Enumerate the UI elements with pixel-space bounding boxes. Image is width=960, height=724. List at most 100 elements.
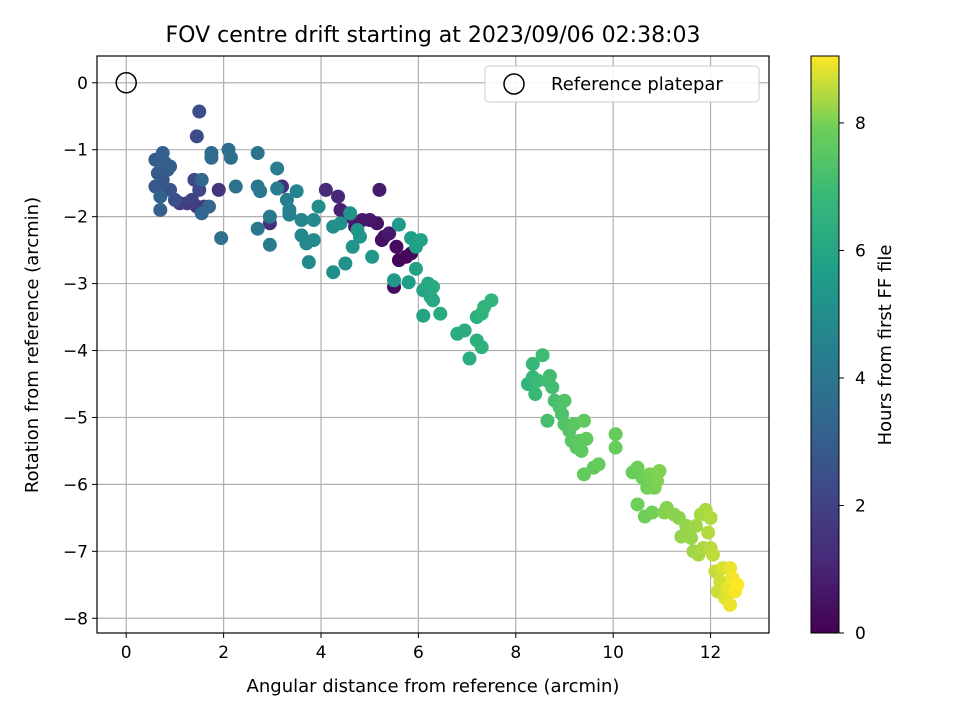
colorbar-tick-label: 4: [855, 369, 866, 389]
legend-entry-reference: Reference platepar: [551, 74, 723, 95]
data-point: [652, 464, 667, 479]
data-point: [211, 182, 226, 197]
data-point: [270, 161, 285, 176]
data-point: [426, 293, 440, 308]
colorbar-gradient: [810, 55, 840, 634]
data-point: [163, 159, 178, 174]
y-tick-label: −1: [63, 141, 88, 161]
data-point: [701, 525, 716, 540]
data-point: [706, 547, 720, 562]
data-point: [214, 231, 229, 246]
data-point: [462, 351, 477, 366]
data-point: [372, 182, 387, 197]
data-point: [540, 413, 555, 428]
legend-marker-reference: [503, 73, 525, 95]
data-point: [591, 457, 606, 472]
data-point: [723, 597, 738, 612]
data-point: [301, 255, 316, 270]
data-point: [352, 229, 367, 244]
data-point: [545, 380, 560, 395]
data-point: [645, 505, 660, 520]
data-point: [401, 275, 416, 290]
data-point: [391, 253, 406, 268]
x-tick-label: 2: [218, 643, 229, 663]
data-point: [557, 393, 572, 408]
colorbar: 0 2 4 6 8 Hours from first FF file: [810, 55, 896, 644]
data-point: [542, 368, 557, 383]
data-point: [153, 202, 168, 217]
colorbar-tick-label: 6: [855, 241, 866, 261]
colorbar-tick-label: 0: [855, 624, 866, 644]
data-point: [228, 179, 243, 194]
data-point: [270, 181, 285, 196]
colorbar-label: Hours from first FF file: [875, 245, 896, 446]
data-point: [730, 577, 745, 592]
data-point: [703, 510, 718, 525]
data-point: [684, 530, 699, 545]
data-point: [202, 199, 216, 214]
x-tick-label: 6: [413, 643, 424, 663]
data-point: [528, 387, 543, 402]
data-point: [389, 239, 404, 254]
colorbar-tick-label: 2: [855, 496, 866, 516]
legend: Reference platepar: [484, 65, 760, 103]
data-point: [155, 146, 170, 161]
x-tick-label: 10: [602, 643, 624, 663]
y-axis: 0 −1 −2 −3 −4 −5 −6 −7 −8: [63, 74, 97, 629]
data-point: [250, 221, 265, 236]
data-point: [153, 189, 168, 204]
data-point: [223, 150, 238, 165]
data-point: [382, 226, 397, 241]
data-point: [311, 199, 326, 214]
data-point: [326, 265, 341, 280]
data-point: [289, 184, 304, 199]
x-tick-label: 12: [700, 643, 722, 663]
data-point: [608, 440, 623, 455]
y-tick-label: −8: [63, 609, 88, 629]
data-point: [365, 249, 380, 264]
data-point: [362, 212, 377, 227]
data-point: [416, 308, 431, 323]
data-point: [535, 348, 550, 363]
data-point: [345, 239, 360, 254]
data-point: [184, 192, 199, 207]
legend-box: [484, 65, 760, 103]
y-tick-label: −6: [63, 475, 88, 495]
data-point: [530, 373, 545, 388]
reference-layer: [115, 72, 137, 94]
data-point: [343, 206, 358, 221]
chart-title: FOV centre drift starting at 2023/09/06 …: [166, 23, 701, 48]
data-point: [579, 431, 594, 446]
y-tick-label: −3: [63, 275, 88, 295]
colorbar-tick-label: 8: [855, 114, 866, 134]
data-point: [408, 261, 423, 276]
data-point: [457, 323, 472, 338]
x-axis: 0 2 4 6 8 10 12: [121, 633, 722, 663]
data-point: [413, 233, 428, 248]
data-point: [318, 182, 333, 197]
data-point: [306, 212, 321, 227]
data-point: [474, 340, 489, 355]
data-point: [282, 207, 297, 222]
colorbar-ticks: 0 2 4 6 8: [839, 114, 866, 644]
data-point: [294, 212, 309, 227]
data-point: [608, 427, 623, 442]
data-point: [331, 189, 346, 204]
data-point: [576, 467, 591, 482]
data-point: [194, 172, 209, 187]
data-point: [688, 518, 703, 533]
scatter-points: [148, 104, 745, 612]
data-point: [630, 497, 645, 512]
data-point: [391, 217, 406, 232]
y-tick-label: −2: [63, 208, 88, 228]
x-tick-label: 8: [510, 643, 521, 663]
data-point: [576, 413, 591, 428]
y-tick-label: −7: [63, 542, 88, 562]
data-point: [250, 146, 265, 161]
y-tick-label: −4: [63, 342, 88, 362]
data-point: [262, 237, 277, 252]
data-point: [525, 356, 540, 371]
y-tick-label: 0: [77, 74, 88, 94]
